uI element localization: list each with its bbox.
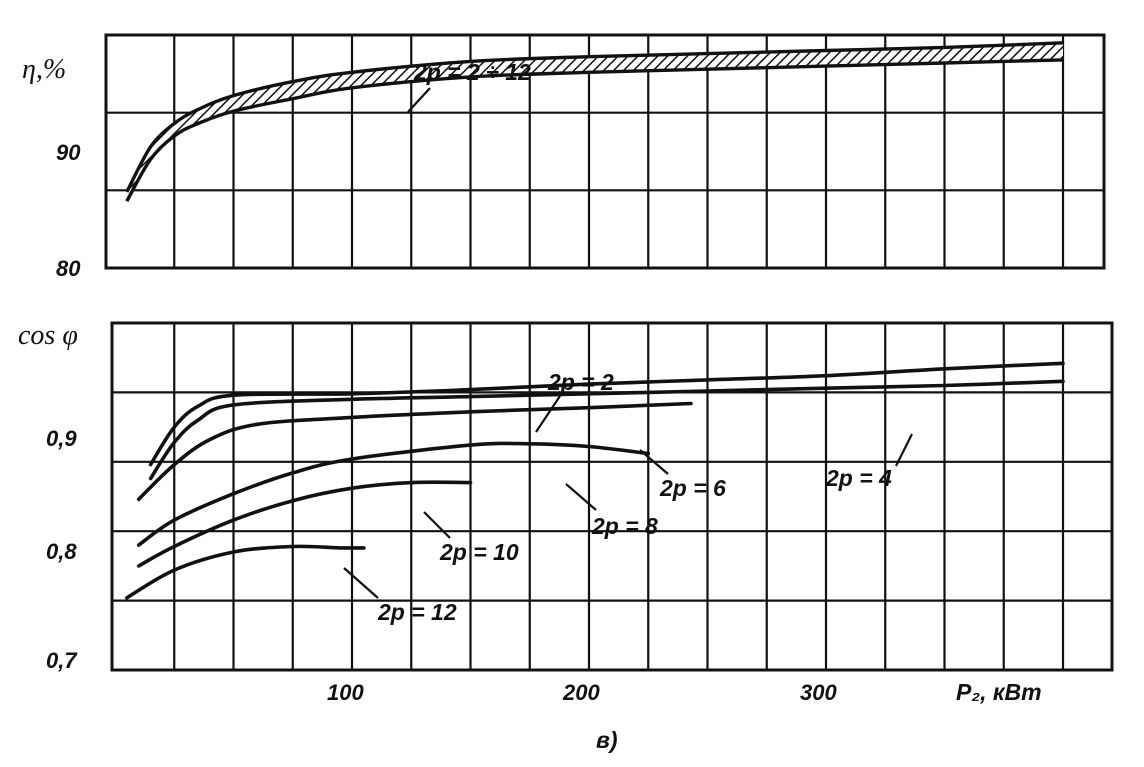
efficiency-panel: η,% 80 90 2p = 2 ÷ 12 — [22, 33, 1106, 281]
label-2p-6: 2p = 6 — [659, 475, 726, 501]
power-factor-curves — [125, 361, 1065, 600]
curve-2p-10 — [136, 480, 473, 568]
power-factor-ytick-0.9: 0,9 — [46, 426, 77, 451]
leader-2p-10 — [423, 511, 451, 539]
efficiency-band-leader — [407, 87, 431, 113]
power-factor-axis-label: cos φ — [18, 320, 78, 351]
efficiency-band — [126, 42, 1064, 202]
efficiency-band-lower-edge — [125, 58, 1064, 203]
curve-2p-12 — [125, 544, 366, 600]
curve-2p-8 — [136, 441, 651, 547]
power-factor-xtick-200: 200 — [562, 680, 600, 705]
label-2p-4: 2p = 4 — [825, 465, 892, 491]
power-factor-x-axis-label: P₂, кВт — [956, 679, 1042, 705]
power-factor-frame — [110, 321, 1114, 672]
label-2p-12: 2p = 12 — [377, 599, 457, 625]
power-factor-panel: cos φ 0,7 0,8 0,9 100 200 300 P₂, кВт 2p… — [18, 320, 1114, 705]
label-2p-8: 2p = 8 — [591, 513, 658, 539]
curve-2p-4 — [148, 379, 1065, 481]
efficiency-ytick-80: 80 — [56, 256, 81, 281]
label-2p-10: 2p = 10 — [439, 539, 519, 565]
power-factor-xtick-300: 300 — [800, 680, 837, 705]
figure-label: в) — [596, 727, 618, 753]
efficiency-band-label: 2p = 2 ÷ 12 — [413, 59, 531, 85]
curve-2p-2 — [148, 361, 1065, 467]
leader-2p-8 — [565, 483, 597, 511]
efficiency-ytick-90: 90 — [56, 140, 81, 165]
curve-2p-6 — [136, 401, 693, 502]
leader-2p-2 — [535, 395, 561, 433]
leader-2p-6 — [639, 449, 669, 475]
efficiency-frame — [104, 33, 1106, 270]
leader-2p-4 — [895, 433, 913, 467]
power-factor-xtick-100: 100 — [327, 680, 364, 705]
leader-2p-12 — [343, 567, 379, 599]
power-factor-ytick-0.8: 0,8 — [46, 539, 77, 564]
power-factor-ytick-0.7: 0,7 — [46, 648, 78, 673]
efficiency-axis-label: η,% — [22, 54, 66, 85]
label-2p-2: 2p = 2 — [547, 369, 614, 395]
efficiency-band-upper-edge — [125, 41, 1064, 193]
